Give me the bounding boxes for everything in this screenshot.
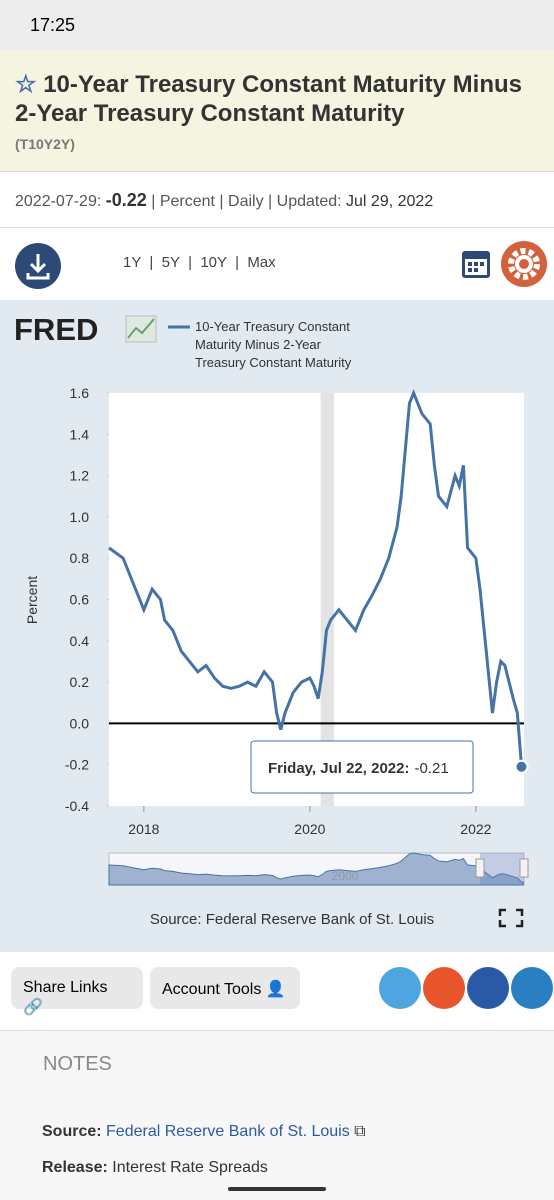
units: | Percent | Daily | Updated: [151, 193, 342, 210]
legend-label: 10-Year Treasury Constant Maturity Minus … [195, 319, 352, 370]
plot-area [109, 393, 524, 806]
status-bar: 17:25 [0, 0, 554, 50]
facebook-button[interactable] [467, 967, 509, 1009]
navigator-selection [480, 853, 524, 885]
title-text: 10-Year Treasury Constant Maturity Minus… [15, 71, 522, 127]
y-tick-label: 1.2 [70, 468, 90, 484]
y-tick-label: 1.0 [70, 509, 90, 525]
share-links-button[interactable]: Share Links 🔗 [11, 967, 143, 1016]
header: ☆ 10-Year Treasury Constant Maturity Min… [0, 50, 554, 172]
navigator-handle[interactable] [519, 858, 529, 878]
chart: FRED 10-Year Treasury Constant Maturity M… [0, 300, 554, 952]
range-link[interactable]: 5Y [161, 254, 180, 271]
account-tools-button[interactable]: Account Tools 👤 [150, 967, 300, 1009]
y-tick-label: 0.0 [70, 715, 90, 731]
button-label: Account Tools [162, 981, 262, 998]
y-tick-label: 1.4 [70, 426, 90, 442]
navigator-handle[interactable] [475, 858, 485, 878]
y-tick-label: 0.8 [70, 550, 90, 566]
reddit-button[interactable] [423, 967, 465, 1009]
notes-heading: NOTES [43, 1053, 112, 1075]
calendar-button[interactable] [460, 246, 492, 280]
fullscreen-button[interactable] [498, 908, 524, 928]
navigator-area [108, 852, 524, 886]
x-tick-label: 2022 [460, 821, 491, 837]
y-tick-label: 1.6 [70, 385, 90, 401]
home-indicator [228, 1187, 326, 1191]
tooltip-value: -0.21 [414, 760, 448, 777]
clock: 17:25 [30, 15, 76, 35]
navigator-label: 2000 [332, 869, 359, 883]
release: Interest Rate Spreads [112, 1159, 268, 1176]
y-tick-label: 0.6 [70, 592, 90, 608]
range-link[interactable]: Max [247, 254, 276, 271]
y-tick-label: 0.2 [70, 674, 90, 690]
notes-panel: NOTES Source: Federal Reserve Bank of St… [0, 1030, 554, 1200]
logo: FRED [14, 312, 98, 347]
tooltip-point [514, 759, 529, 774]
y-tick-label: -0.2 [65, 757, 89, 773]
range-link[interactable]: 1Y [123, 254, 142, 271]
y-tick-label: 0.4 [70, 633, 90, 649]
summary: 2022-07-29: -0.22 | Percent | Daily | Up… [0, 172, 554, 228]
source-line: Source: Federal Reserve Bank of St. Loui… [42, 1123, 366, 1140]
label: Source: [42, 1123, 102, 1140]
twitter-button[interactable] [379, 967, 421, 1009]
range-link[interactable]: 10Y [200, 254, 227, 271]
updated: Jul 29, 2022 [346, 193, 434, 210]
shaded-period [320, 393, 334, 806]
series-id: (T10Y2Y) [15, 136, 75, 152]
settings-button[interactable] [500, 240, 548, 288]
source-link[interactable]: Federal Reserve Bank of St. Louis [106, 1123, 350, 1140]
x-tick-label: 2018 [128, 821, 159, 837]
tooltip-text: Friday, Jul 22, 2022: -0.21 [268, 760, 449, 777]
release-line: Release: Interest Rate Spreads [42, 1159, 268, 1177]
social-buttons [379, 967, 553, 1009]
label: Release: [42, 1159, 108, 1176]
date: 2022-07-29: [15, 193, 102, 210]
range-selector: 1Y | 5Y | 10Y | Max [123, 254, 276, 271]
tooltip-box [250, 740, 474, 794]
source: Source: Federal Reserve Bank of St. Loui… [150, 911, 434, 928]
download-button[interactable] [14, 242, 62, 290]
title: ☆ 10-Year Treasury Constant Maturity Min… [15, 71, 522, 127]
y-tick-label: -0.4 [65, 798, 89, 814]
button-label: Share Links [23, 979, 108, 996]
latest-value: -0.22 [105, 190, 147, 210]
x-tick-label: 2020 [294, 821, 325, 837]
series-line [108, 388, 525, 770]
y-axis-label: Percent [24, 576, 40, 624]
toolbar [0, 228, 554, 300]
tooltip-label: Friday, Jul 22, 2022: [268, 760, 409, 777]
linkedin-button[interactable] [511, 967, 553, 1009]
